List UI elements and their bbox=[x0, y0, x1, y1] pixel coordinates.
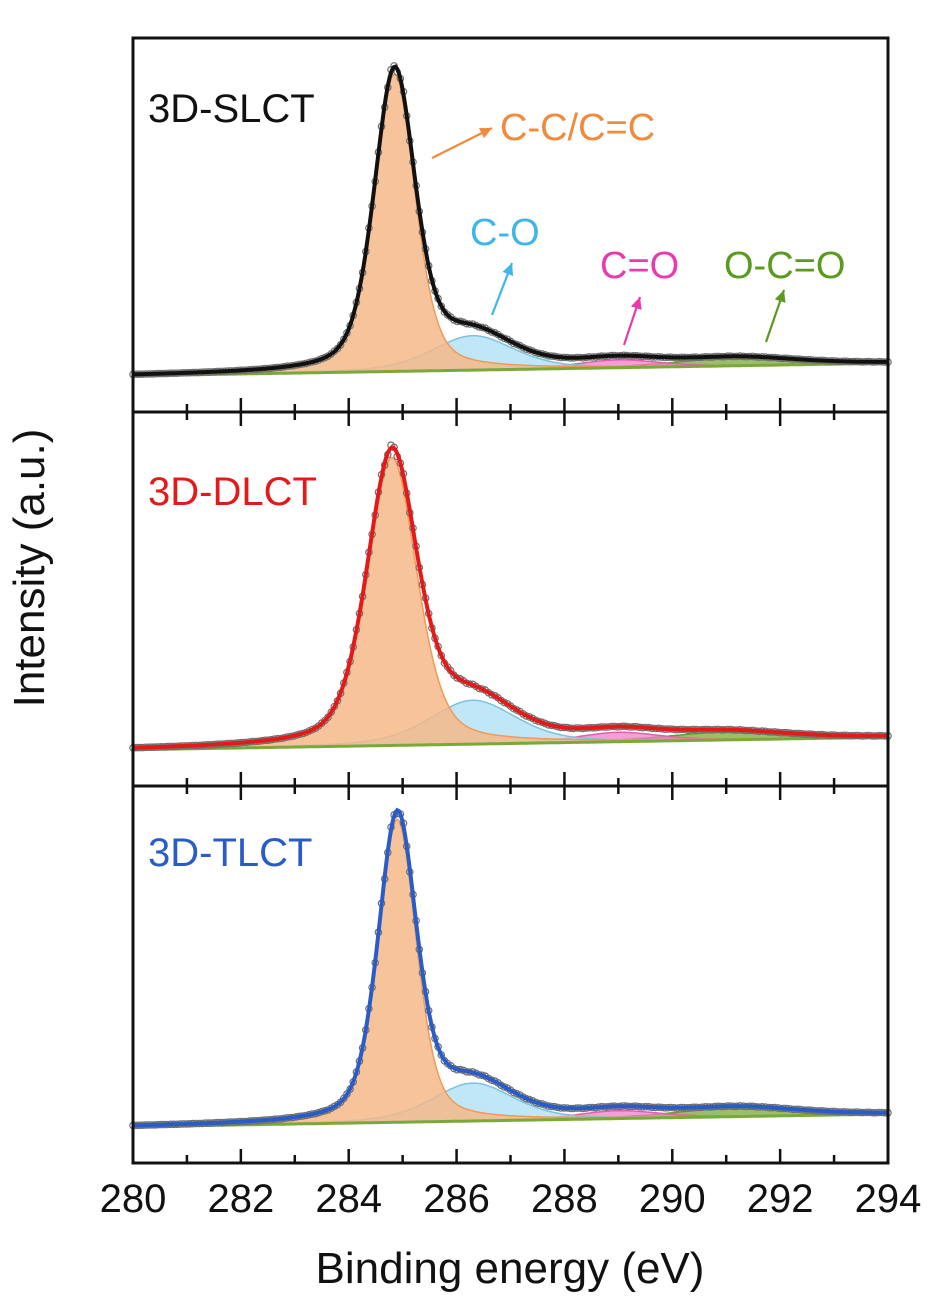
panel-3d-dlct bbox=[129, 410, 892, 788]
fit-envelope-line bbox=[133, 807, 889, 1128]
fit-envelope-line bbox=[132, 445, 888, 750]
x-tick-label: 286 bbox=[423, 1177, 490, 1221]
x-tick-label: 292 bbox=[747, 1177, 814, 1221]
x-tick-label: 290 bbox=[639, 1177, 706, 1221]
x-tick-label: 294 bbox=[855, 1177, 922, 1221]
baseline-line bbox=[133, 361, 889, 378]
arrow-c-eq-o-head bbox=[630, 297, 642, 310]
sample-label-3d-slct: 3D-SLCT bbox=[148, 87, 315, 131]
x-tick-label: 280 bbox=[100, 1177, 167, 1221]
annotation-co-label: C-O bbox=[470, 212, 540, 254]
annotation-c-eq-o-label: C=O bbox=[600, 245, 679, 287]
panel-3d-tlct bbox=[129, 784, 892, 1165]
arrow-co-head bbox=[502, 263, 514, 276]
annotation-cc-label: C-C/C=C bbox=[500, 107, 655, 149]
panel-3d-slct bbox=[129, 36, 892, 414]
x-tick-labels: 280 282 284 286 288 290 292 294 bbox=[100, 1177, 922, 1221]
baseline-line bbox=[133, 735, 889, 752]
x-tick-label: 284 bbox=[315, 1177, 382, 1221]
y-axis-label: Intensity (a.u.) bbox=[5, 429, 54, 708]
sample-label-3d-dlct: 3D-DLCT bbox=[148, 470, 317, 514]
x-axis-label: Binding energy (eV) bbox=[316, 1244, 705, 1293]
fit-envelope-line bbox=[132, 64, 888, 377]
x-tick-label: 288 bbox=[531, 1177, 598, 1221]
annotation-arrows bbox=[431, 127, 786, 346]
arrow-oco-head bbox=[774, 290, 786, 303]
sample-label-3d-tlct: 3D-TLCT bbox=[148, 831, 312, 875]
baseline-line bbox=[133, 1112, 888, 1129]
arrow-cc-head bbox=[479, 128, 492, 139]
annotation-oco-label: O-C=O bbox=[724, 245, 845, 287]
x-tick-label: 282 bbox=[207, 1177, 274, 1221]
